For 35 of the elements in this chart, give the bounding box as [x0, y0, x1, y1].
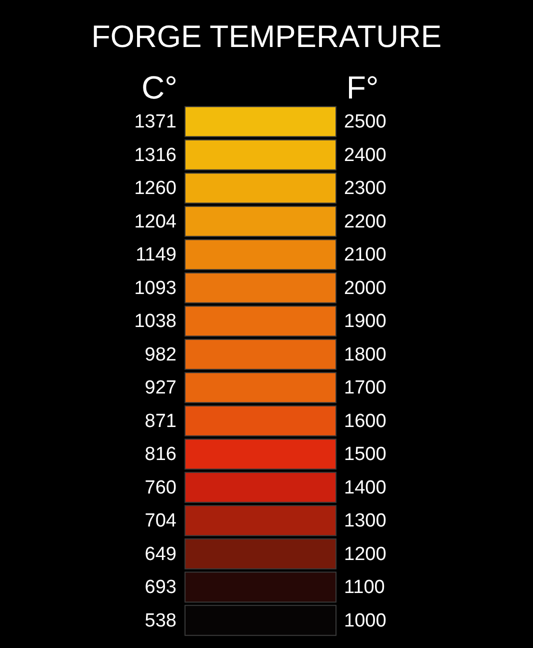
chart-title: FORGE TEMPERATURE	[91, 19, 442, 54]
y2-tick-label: 1600	[344, 410, 386, 432]
y2-tick-label: 1200	[344, 544, 386, 565]
y-tick-label: 538	[144, 610, 176, 632]
y2-tick-label: 2400	[344, 144, 386, 166]
y-tick-label: 760	[144, 477, 176, 498]
y-tick-label: 1204	[134, 211, 177, 232]
y-tick-label: 982	[144, 344, 176, 366]
y-tick-label: 816	[144, 444, 176, 466]
y2-tick-label: 1100	[344, 577, 385, 598]
y2-tick-label: 1000	[344, 610, 386, 632]
y-tick-label: 871	[144, 410, 176, 432]
y-tick-label: 927	[144, 378, 176, 399]
y-tick-label: 1093	[134, 278, 176, 299]
y2-tick-label: 1900	[344, 311, 386, 332]
y2-tick-label: 2500	[344, 112, 386, 133]
y-tick-label: 1260	[134, 178, 176, 200]
y-axis-title: C°	[142, 70, 178, 106]
y2-tick-label: 1500	[344, 444, 386, 466]
y2-tick-label: 2200	[344, 211, 386, 232]
y2-tick-label: 1700	[344, 378, 386, 399]
y2-tick-label: 2000	[344, 278, 386, 299]
y-tick-label: 1316	[134, 144, 176, 166]
y-tick-label: 1038	[134, 311, 176, 332]
y-tick-label: 1149	[136, 244, 176, 266]
y2-tick-label: 1800	[344, 344, 386, 366]
y-tick-label: 1371	[134, 112, 176, 133]
y-tick-label: 704	[144, 510, 177, 532]
y2-tick-label: 2300	[344, 178, 386, 200]
y-tick-label: 649	[144, 544, 176, 565]
y2-tick-label: 1300	[344, 510, 386, 532]
y2-tick-label: 2100	[344, 244, 386, 266]
y-tick-label: 693	[144, 577, 176, 598]
y2-axis-title: F°	[346, 70, 379, 106]
y2-tick-label: 1400	[344, 477, 386, 498]
